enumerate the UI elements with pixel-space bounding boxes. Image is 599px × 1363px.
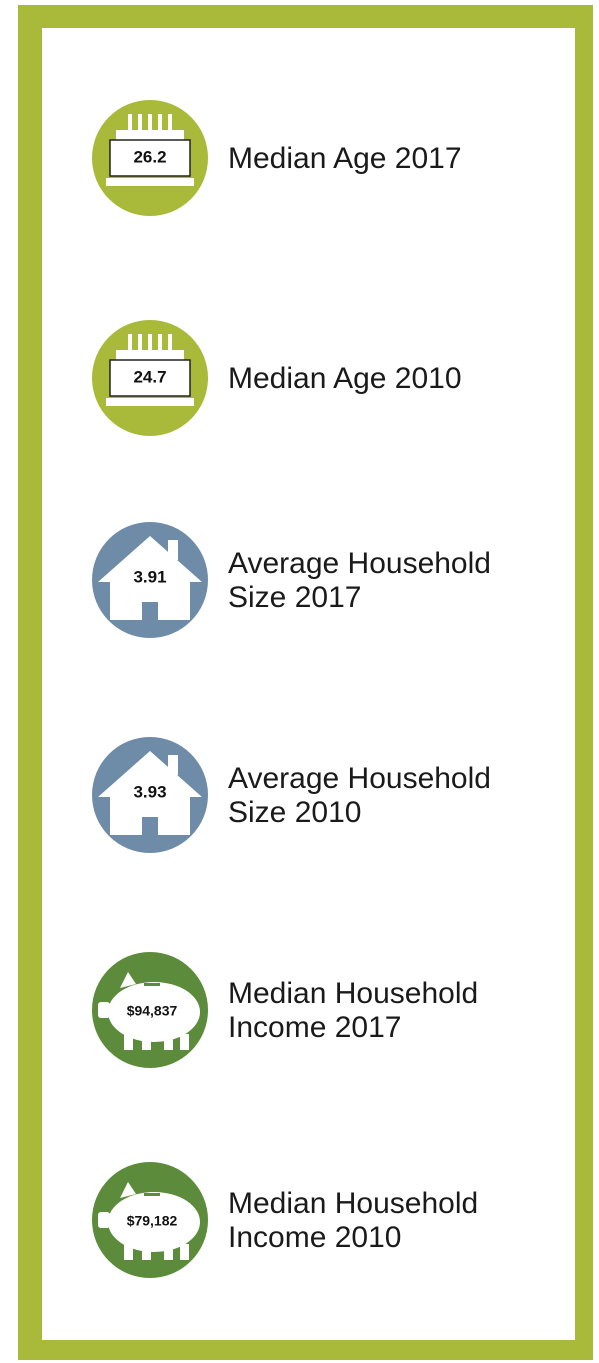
candle — [158, 114, 162, 132]
pig-snout — [98, 1212, 110, 1228]
stat-label: Income 2017 — [228, 1011, 401, 1044]
pig-leg — [142, 1244, 151, 1260]
pig-leg — [124, 1244, 133, 1260]
stat-label: Median Age 2017 — [228, 142, 462, 175]
cake-base — [106, 178, 194, 186]
candle — [138, 334, 142, 352]
stat-label: Median Household — [228, 977, 478, 1010]
stat-value: 3.91 — [133, 567, 166, 586]
pig-leg — [164, 1244, 173, 1260]
stat-value: 24.7 — [133, 367, 166, 386]
candle — [128, 334, 132, 352]
cake-base — [106, 398, 194, 406]
candle — [158, 334, 162, 352]
stat-value: $94,837 — [127, 1003, 178, 1019]
candle — [148, 334, 152, 352]
cake-top — [116, 350, 184, 360]
stat-label: Average Household — [228, 547, 491, 580]
stat-value: $79,182 — [127, 1213, 178, 1229]
pig-leg — [164, 1034, 173, 1050]
pig-leg — [142, 1034, 151, 1050]
stat-label: Median Household — [228, 1187, 478, 1220]
pig-leg — [180, 1034, 189, 1050]
stat-value: 26.2 — [133, 147, 166, 166]
stat-label: Median Age 2010 — [228, 362, 462, 395]
stat-label: Average Household — [228, 762, 491, 795]
pig-leg — [124, 1034, 133, 1050]
pig-snout — [98, 1002, 110, 1018]
cake-top — [116, 130, 184, 140]
candle — [168, 334, 172, 352]
candle — [138, 114, 142, 132]
candle — [128, 114, 132, 132]
coin-slot — [144, 1193, 160, 1196]
candle — [148, 114, 152, 132]
pig-leg — [180, 1244, 189, 1260]
panel — [42, 28, 575, 1340]
stat-label: Income 2010 — [228, 1221, 401, 1254]
stat-label: Size 2010 — [228, 796, 361, 829]
stat-value: 3.93 — [133, 782, 166, 801]
stat-label: Size 2017 — [228, 581, 361, 614]
coin-slot — [144, 983, 160, 986]
infographic: 26.2 Median Age 2017 24.7 Median Age 2010 3.… — [0, 0, 599, 1363]
candle — [168, 114, 172, 132]
